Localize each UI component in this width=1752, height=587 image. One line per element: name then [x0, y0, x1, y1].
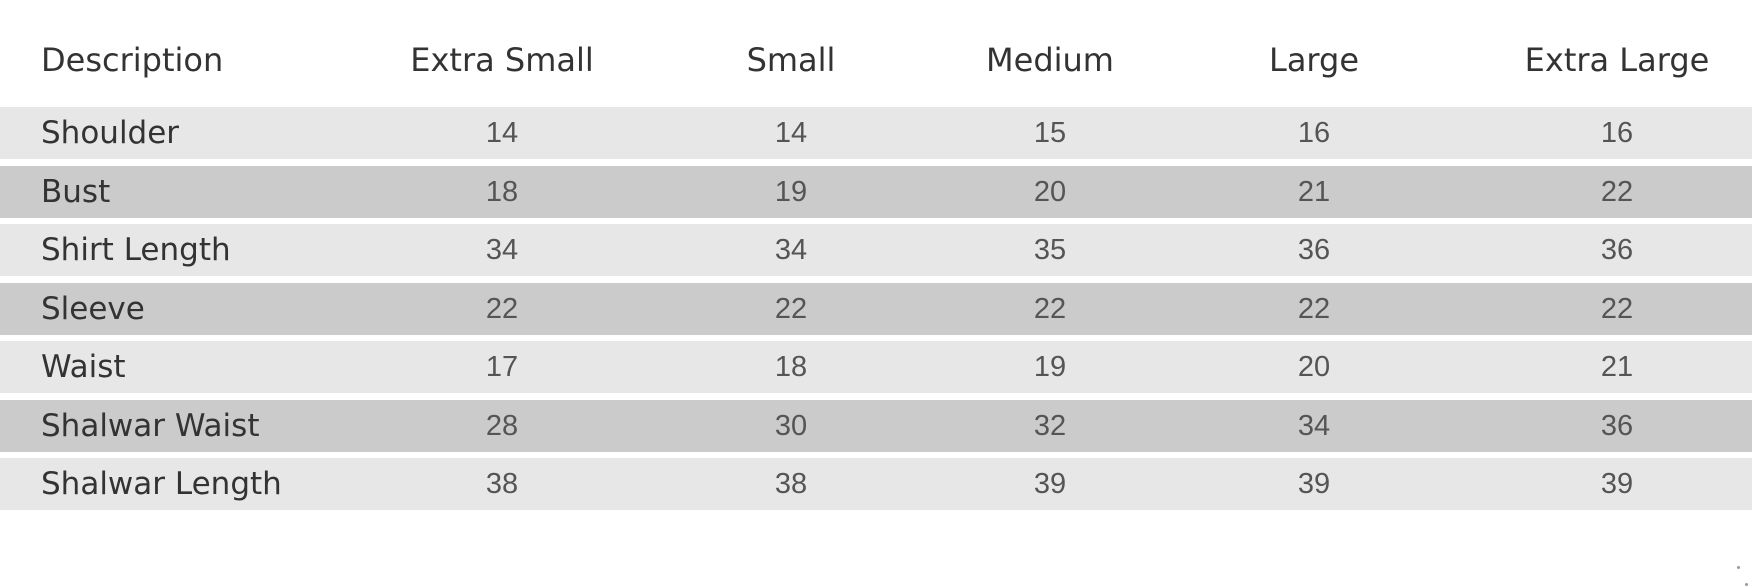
header-row: Description Extra Small Small Medium Lar… — [0, 30, 1752, 90]
size-value: 34 — [485, 234, 519, 266]
size-value: 17 — [485, 351, 519, 383]
row-label: Waist — [41, 349, 126, 385]
table-row: Shalwar Waist 28 30 32 34 36 — [0, 399, 1752, 452]
size-value: 22 — [774, 292, 808, 325]
size-value: 22 — [485, 292, 519, 325]
size-value: 35 — [1033, 234, 1067, 266]
row-label: Bust — [41, 173, 111, 210]
size-value: 30 — [774, 409, 808, 442]
decorative-dot — [1737, 566, 1740, 569]
size-value: 34 — [1297, 409, 1331, 442]
size-value: 18 — [774, 351, 808, 383]
size-value: 38 — [485, 468, 519, 500]
row-label: Sleeve — [41, 290, 145, 327]
table-row: Sleeve 22 22 22 22 22 — [0, 282, 1752, 335]
size-value: 19 — [774, 175, 808, 208]
size-value: 36 — [1600, 234, 1634, 266]
size-value: 18 — [485, 175, 519, 208]
size-value: 16 — [1600, 117, 1634, 149]
size-value: 21 — [1297, 175, 1331, 208]
size-value: 22 — [1033, 292, 1067, 325]
header-extra-large: Extra Large — [1524, 41, 1710, 79]
header-description: Description — [41, 41, 224, 79]
table-row: Shirt Length 34 34 35 36 36 — [0, 224, 1752, 276]
size-value: 39 — [1297, 468, 1331, 500]
header-small: Small — [746, 41, 836, 79]
header-large: Large — [1268, 41, 1360, 79]
row-label: Shalwar Length — [41, 466, 282, 502]
size-value: 36 — [1600, 409, 1634, 442]
table-row: Bust 18 19 20 21 22 — [0, 165, 1752, 218]
row-label: Shoulder — [41, 115, 180, 151]
row-label: Shirt Length — [41, 232, 231, 268]
size-value: 19 — [1033, 351, 1067, 383]
size-value: 39 — [1033, 468, 1067, 500]
decorative-dot — [1745, 583, 1748, 586]
size-value: 36 — [1297, 234, 1331, 266]
size-value: 14 — [485, 117, 519, 149]
size-value: 15 — [1033, 117, 1067, 149]
size-value: 16 — [1297, 117, 1331, 149]
row-label: Shalwar Waist — [41, 407, 260, 444]
size-value: 38 — [774, 468, 808, 500]
size-value: 22 — [1600, 175, 1634, 208]
size-value: 20 — [1033, 175, 1067, 208]
size-value: 28 — [485, 409, 519, 442]
table-row: Waist 17 18 19 20 21 — [0, 341, 1752, 393]
size-value: 39 — [1600, 468, 1634, 500]
size-value: 20 — [1297, 351, 1331, 383]
table-row: Shalwar Length 38 38 39 39 39 — [0, 458, 1752, 510]
header-medium: Medium — [986, 41, 1114, 79]
size-value: 22 — [1600, 292, 1634, 325]
size-value: 32 — [1033, 409, 1067, 442]
header-extra-small: Extra Small — [410, 41, 594, 79]
size-value: 34 — [774, 234, 808, 266]
size-value: 21 — [1600, 351, 1634, 383]
size-value: 22 — [1297, 292, 1331, 325]
table-row: Shoulder 14 14 15 16 16 — [0, 107, 1752, 159]
size-value: 14 — [774, 117, 808, 149]
